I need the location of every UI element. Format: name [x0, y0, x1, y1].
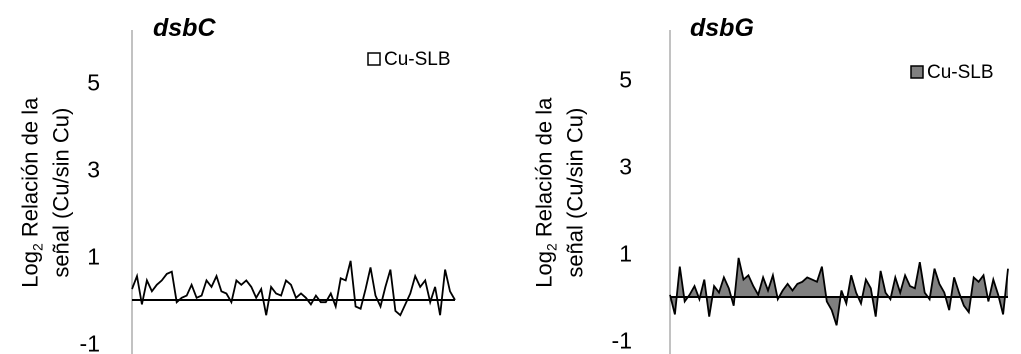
- y-tick-label: 5: [87, 70, 100, 96]
- y-tick-label: 3: [87, 157, 100, 183]
- y-tick-label: -1: [612, 328, 632, 354]
- y-tick-label: 1: [619, 241, 632, 267]
- series-line: [131, 260, 456, 317]
- legend-label: Cu-SLB: [927, 62, 994, 83]
- y-tick-label: 3: [619, 154, 632, 180]
- series-area: [670, 257, 1008, 326]
- chart-plot-dsbc: 5 3 1 -1 Cu-SLB: [80, 30, 456, 354]
- y-tick-label: 5: [619, 67, 632, 93]
- chart-plot-dsbg: 5 3 1 -1 Cu-SLB: [612, 30, 1009, 354]
- legend-swatch: [367, 52, 381, 66]
- y-tick-label: 1: [87, 244, 100, 270]
- legend-label: Cu-SLB: [384, 49, 451, 70]
- y-tick-label: -1: [80, 331, 100, 354]
- chart-panel-dsbc: Log2 Relación de la señal (Cu/sin Cu) ds…: [0, 0, 500, 354]
- series-line: [669, 257, 1009, 326]
- chart-title: dsbC: [153, 14, 216, 42]
- chart-panel-dsbg: Log2 Relación de la señal (Cu/sin Cu) ds…: [510, 0, 1021, 354]
- chart-title: dsbG: [690, 14, 754, 42]
- legend-swatch: [910, 65, 924, 79]
